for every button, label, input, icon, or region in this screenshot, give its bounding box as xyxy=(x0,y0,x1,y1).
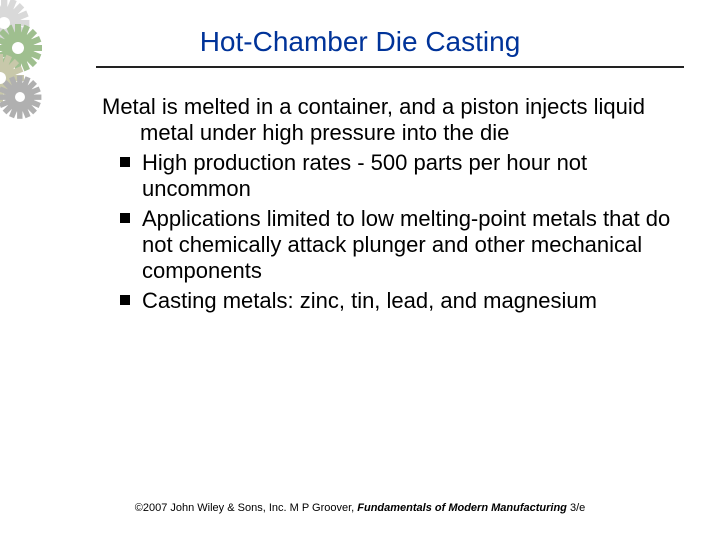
bullet-text: High production rates - 500 parts per ho… xyxy=(142,150,587,201)
slide: Hot-Chamber Die Casting Metal is melted … xyxy=(0,0,720,540)
gear-decoration-icon xyxy=(0,0,74,140)
body-area: Metal is melted in a container, and a pi… xyxy=(102,94,678,318)
bullet-list: High production rates - 500 parts per ho… xyxy=(102,150,678,314)
bullet-text: Applications limited to low melting‑poin… xyxy=(142,206,670,283)
bullet-marker-icon xyxy=(120,213,130,223)
bullet-text: Casting metals: zinc, tin, lead, and mag… xyxy=(142,288,597,313)
intro-text-span: Metal is melted in a container, and a pi… xyxy=(102,94,678,146)
footer: ©2007 John Wiley & Sons, Inc. M P Groove… xyxy=(0,502,720,514)
intro-text: Metal is melted in a container, and a pi… xyxy=(102,94,678,146)
bullet-marker-icon xyxy=(120,157,130,167)
title-area: Hot-Chamber Die Casting xyxy=(0,26,720,58)
footer-author: M P Groover, xyxy=(290,502,358,514)
footer-copyright: ©2007 John Wiley & Sons, Inc. xyxy=(135,502,290,514)
footer-edition: 3/e xyxy=(570,502,585,514)
title-underline xyxy=(96,66,684,68)
bullet-item: Applications limited to low melting‑poin… xyxy=(120,206,678,284)
footer-book-title: Fundamentals of Modern Manufacturing xyxy=(357,502,567,514)
slide-title: Hot-Chamber Die Casting xyxy=(200,26,521,58)
bullet-marker-icon xyxy=(120,295,130,305)
bullet-item: High production rates - 500 parts per ho… xyxy=(120,150,678,202)
bullet-item: Casting metals: zinc, tin, lead, and mag… xyxy=(120,288,678,314)
